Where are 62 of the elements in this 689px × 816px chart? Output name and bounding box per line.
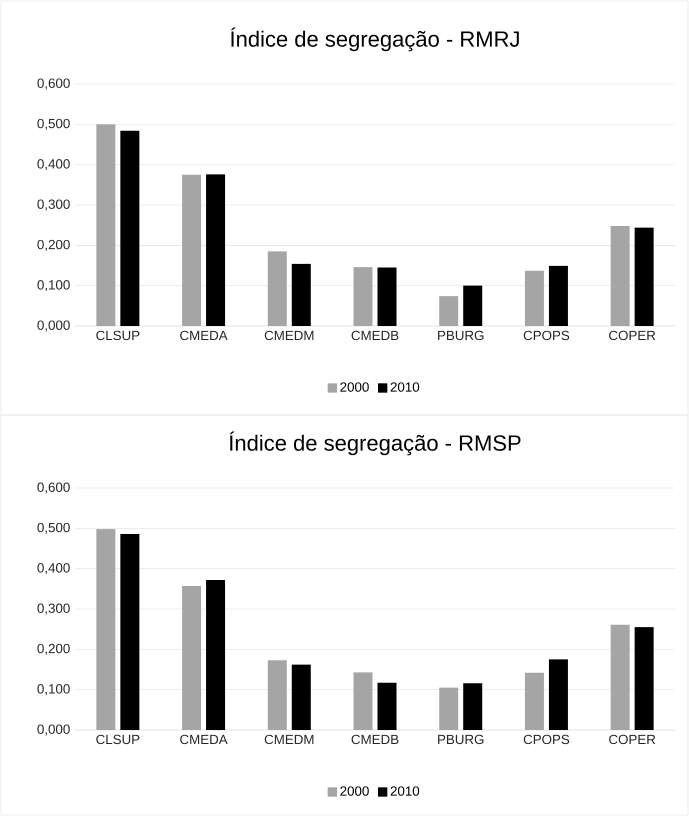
- bar: [96, 124, 116, 326]
- bar: [182, 174, 202, 326]
- x-tick-label: CMEDB: [352, 734, 398, 744]
- x-tick-label: COPER: [609, 734, 656, 744]
- bar: [354, 267, 372, 326]
- bar: [634, 627, 654, 730]
- x-tick-label: CPOPS: [524, 330, 570, 340]
- y-tick-label: 0,200: [37, 644, 70, 655]
- x-tick-label: COPER: [609, 330, 656, 340]
- y-tick-label: 0,500: [37, 118, 70, 130]
- x-tick-label: PBURG: [438, 734, 484, 744]
- chart-title: Índice de segregação - RMRJ: [231, 28, 519, 52]
- bar: [548, 659, 568, 730]
- bar: [463, 286, 482, 326]
- bar: [524, 270, 544, 326]
- legend-label: 2000: [340, 382, 369, 392]
- bar: [292, 264, 311, 326]
- x-tick-label: CPOPS: [524, 734, 570, 744]
- bar: [463, 683, 482, 730]
- chart-title: Índice de segregação - RMSP: [230, 432, 521, 456]
- y-tick-label: 0,100: [37, 280, 70, 292]
- bar: [206, 174, 226, 326]
- bar: [268, 251, 287, 326]
- y-tick-label: 0,600: [37, 482, 70, 494]
- bar: [268, 660, 287, 730]
- x-tick-label: CMEDM: [264, 734, 314, 744]
- y-tick-label: 0,600: [37, 78, 70, 90]
- bar: [120, 130, 140, 326]
- x-tick-label: CMEDA: [180, 734, 228, 744]
- bar: [610, 624, 630, 730]
- y-tick-label: 0,400: [37, 159, 70, 170]
- bar: [439, 296, 458, 326]
- x-tick-label: CMEDM: [264, 330, 314, 340]
- bar: [354, 672, 372, 730]
- x-tick-label: CMEDA: [180, 330, 228, 340]
- y-tick-label: 0,100: [37, 684, 70, 696]
- bar: [292, 664, 311, 730]
- bar: [548, 266, 568, 326]
- bar: [378, 682, 396, 730]
- x-tick-label: PBURG: [438, 330, 484, 340]
- bar: [610, 226, 630, 326]
- y-tick-label: 0,500: [37, 522, 70, 534]
- legend-label: 2010: [390, 382, 420, 392]
- bar: [378, 268, 396, 326]
- legend-label: 2000: [340, 786, 369, 796]
- legend-label: 2010: [390, 786, 420, 796]
- bar: [206, 580, 226, 730]
- bar: [439, 688, 458, 730]
- x-tick-label: CLSUP: [96, 734, 140, 744]
- x-tick-label: CMEDB: [352, 330, 398, 340]
- bar: [182, 586, 202, 730]
- x-tick-label: CLSUP: [96, 330, 140, 340]
- y-tick-label: 0,000: [37, 724, 70, 736]
- y-tick-label: 0,300: [37, 603, 70, 615]
- bar: [524, 672, 544, 730]
- bar: [120, 534, 140, 730]
- y-tick-label: 0,300: [37, 199, 70, 211]
- bar: [96, 529, 116, 730]
- y-tick-label: 0,400: [37, 563, 70, 574]
- y-tick-label: 0,000: [37, 320, 70, 332]
- y-tick-label: 0,200: [37, 240, 70, 251]
- bar: [634, 228, 654, 326]
